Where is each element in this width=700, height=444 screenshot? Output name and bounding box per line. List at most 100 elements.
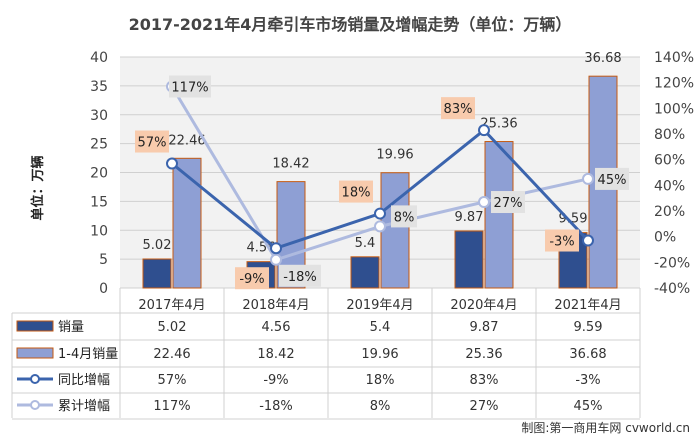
y-tick-label: 5 xyxy=(99,252,108,268)
table-cell: 8% xyxy=(370,399,391,414)
line-data-label: 57% xyxy=(138,136,167,151)
bar-data-label: 19.96 xyxy=(376,148,413,163)
line-data-label: -9% xyxy=(239,272,264,287)
table-cell: -18% xyxy=(259,399,293,414)
bar-data-label: 18.42 xyxy=(272,157,309,172)
legend-label: 销量 xyxy=(58,320,84,335)
line-data-label: 83% xyxy=(444,102,473,117)
y2-tick-label: 20% xyxy=(654,204,685,220)
cumulative-growth-point xyxy=(270,253,282,266)
table-cell: 9.59 xyxy=(574,320,603,335)
source-note: 制图:第一商用车网 cvworld.cn xyxy=(521,420,690,435)
y2-tick-label: 140% xyxy=(654,50,694,66)
line-label-box xyxy=(595,167,629,190)
y2-tick-label: 60% xyxy=(654,153,685,169)
cumulative-growth-point xyxy=(582,172,594,185)
line-data-label: 18% xyxy=(342,186,371,201)
yoy-growth-point xyxy=(270,242,282,255)
table-cell: -9% xyxy=(263,373,288,388)
line-label-box xyxy=(391,205,417,228)
table-cell: 18% xyxy=(366,373,395,388)
x-tick-label: 2017年4月 xyxy=(138,298,205,313)
x-tick-label: 2020年4月 xyxy=(450,298,517,313)
bar-cumulative-sales xyxy=(380,172,410,289)
y2-tick-label: 40% xyxy=(654,178,685,194)
line-data-label: 45% xyxy=(598,173,627,188)
legend-label: 1-4月销量 xyxy=(58,347,118,362)
table-cell: 57% xyxy=(158,373,187,388)
y2-tick-label: 0% xyxy=(654,230,676,246)
yoy-growth-point xyxy=(582,234,594,247)
bar-cumulative-sales xyxy=(484,141,514,289)
bar-data-label: 9.87 xyxy=(455,210,484,225)
line-data-label: -3% xyxy=(549,235,574,250)
bar-sales xyxy=(350,256,380,289)
table-cell: 19.96 xyxy=(361,347,398,362)
table-cell: 4.56 xyxy=(262,320,291,335)
line-label-box xyxy=(441,97,475,120)
yoy-growth-point xyxy=(374,207,386,220)
line-data-label: 27% xyxy=(494,196,523,211)
table-cell: 9.87 xyxy=(470,320,499,335)
table-cell: 83% xyxy=(470,373,499,388)
table-cell: 5.4 xyxy=(370,320,391,335)
yoy-growth-point xyxy=(478,124,490,137)
table-cell: 25.36 xyxy=(465,347,502,362)
line-data-label: 117% xyxy=(171,81,208,96)
line-label-box xyxy=(235,267,269,290)
legend-key-marker xyxy=(30,400,40,410)
x-tick-label: 2018年4月 xyxy=(242,298,309,313)
y-axis-label: 单位：万辆 xyxy=(30,155,46,220)
y-tick-label: 20 xyxy=(90,166,108,182)
bar-data-label: 25.36 xyxy=(480,117,517,132)
line-label-box xyxy=(545,229,579,252)
legend-key-bar xyxy=(16,347,54,359)
bar-data-label: 22.46 xyxy=(168,133,205,148)
table-cell: 27% xyxy=(470,399,499,414)
table-cell: 18.42 xyxy=(257,347,294,362)
y-tick-label: 30 xyxy=(90,108,108,124)
y2-tick-label: -40% xyxy=(654,281,690,297)
y2-tick-label: 100% xyxy=(654,101,694,117)
legend-key-marker xyxy=(30,374,40,384)
y2-tick-label: 120% xyxy=(654,76,694,92)
y-tick-label: 40 xyxy=(90,50,108,66)
legend-label: 同比增幅 xyxy=(58,373,110,388)
bar-data-label: 5.4 xyxy=(355,236,376,251)
bar-cumulative-sales xyxy=(172,157,202,289)
chart-title: 2017-2021年4月牵引车市场销量及增幅走势（单位：万辆） xyxy=(129,15,572,34)
bar-sales xyxy=(142,258,172,289)
cumulative-growth-point xyxy=(374,220,386,233)
table-cell: 5.02 xyxy=(158,320,187,335)
line-label-box xyxy=(169,75,211,98)
y-tick-label: 0 xyxy=(99,281,108,297)
table-cell: 45% xyxy=(574,399,603,414)
table-cell: -3% xyxy=(575,373,600,388)
x-tick-label: 2021年4月 xyxy=(554,298,621,313)
table-cell: 22.46 xyxy=(153,347,190,362)
y-tick-label: 35 xyxy=(90,79,108,95)
y-tick-label: 15 xyxy=(90,194,108,210)
bar-data-label: 36.68 xyxy=(584,51,621,66)
y-tick-label: 25 xyxy=(90,137,108,153)
line-label-box xyxy=(339,180,373,203)
y2-tick-label: 80% xyxy=(654,127,685,143)
table-cell: 36.68 xyxy=(569,347,606,362)
y-tick-label: 10 xyxy=(90,223,108,239)
bar-sales xyxy=(454,230,484,289)
cumulative-growth-point xyxy=(478,196,490,209)
table-cell: 117% xyxy=(153,399,190,414)
line-label-box xyxy=(279,264,321,287)
line-label-box xyxy=(491,191,525,214)
legend-label: 累计增幅 xyxy=(58,399,110,414)
line-data-label: 8% xyxy=(394,210,415,225)
y2-tick-label: -20% xyxy=(654,255,690,271)
line-label-box xyxy=(135,130,169,153)
bar-data-label: 5.02 xyxy=(143,238,172,253)
x-tick-label: 2019年4月 xyxy=(346,298,413,313)
legend-key-bar xyxy=(16,320,54,332)
yoy-growth-point xyxy=(166,157,178,170)
line-data-label: -18% xyxy=(283,270,317,285)
